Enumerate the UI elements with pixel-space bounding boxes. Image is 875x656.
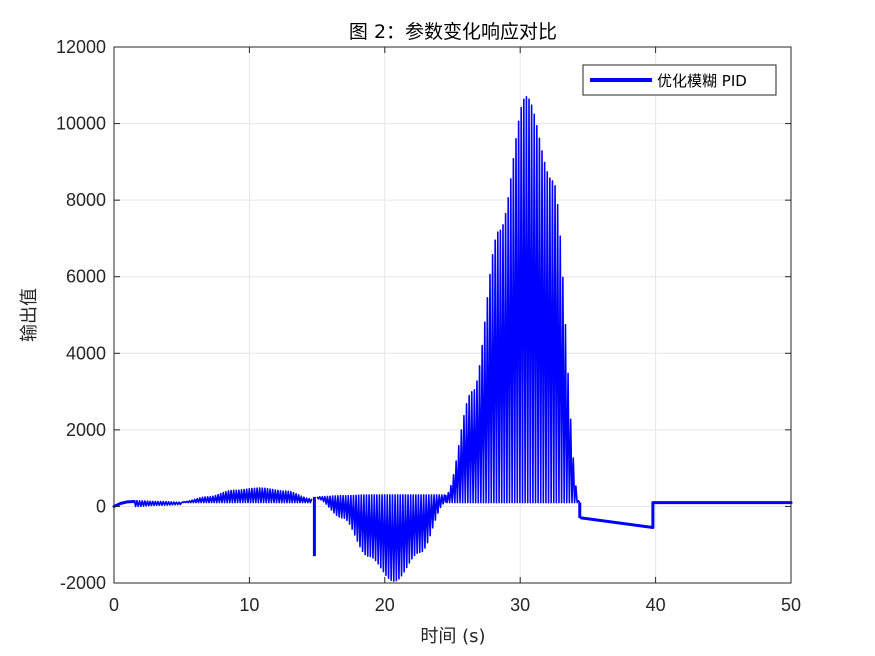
legend: 优化模糊 PID [582, 64, 777, 96]
series-oscillation-band [444, 95, 581, 504]
y-tick-label: 4000 [66, 343, 106, 363]
series-oscillation-band [316, 494, 447, 582]
y-tick-label: 2000 [66, 420, 106, 440]
x-tick-label: 50 [781, 595, 801, 615]
y-tick-label: 12000 [56, 37, 106, 57]
x-tick-label: 30 [510, 595, 530, 615]
plot-area [112, 95, 793, 582]
legend-label: 优化模糊 PID [657, 72, 747, 90]
x-tick-label: 0 [109, 595, 119, 615]
series-oscillation-band [133, 499, 183, 508]
chart-title: 图 2：参数变化响应对比 [349, 21, 557, 43]
x-tick-label: 40 [646, 595, 666, 615]
x-tick-label: 20 [375, 595, 395, 615]
series-oscillation-band [181, 487, 313, 504]
series-line-segment [112, 499, 136, 508]
y-tick-label: 8000 [66, 190, 106, 210]
x-axis-label: 时间 (s) [420, 626, 485, 647]
series-line-segment [579, 516, 655, 529]
y-tick-label: 10000 [56, 114, 106, 134]
y-tick-label: 0 [96, 496, 106, 516]
x-tick-label: 10 [239, 595, 259, 615]
ticks: 0 10 20 30 40 50-2000020004000600080001000012… [56, 37, 801, 615]
y-axis-label: 输出值 [19, 288, 40, 342]
axes-box [113, 46, 792, 584]
y-tick-label: -2000 [60, 573, 106, 593]
y-tick-label: 6000 [66, 267, 106, 287]
